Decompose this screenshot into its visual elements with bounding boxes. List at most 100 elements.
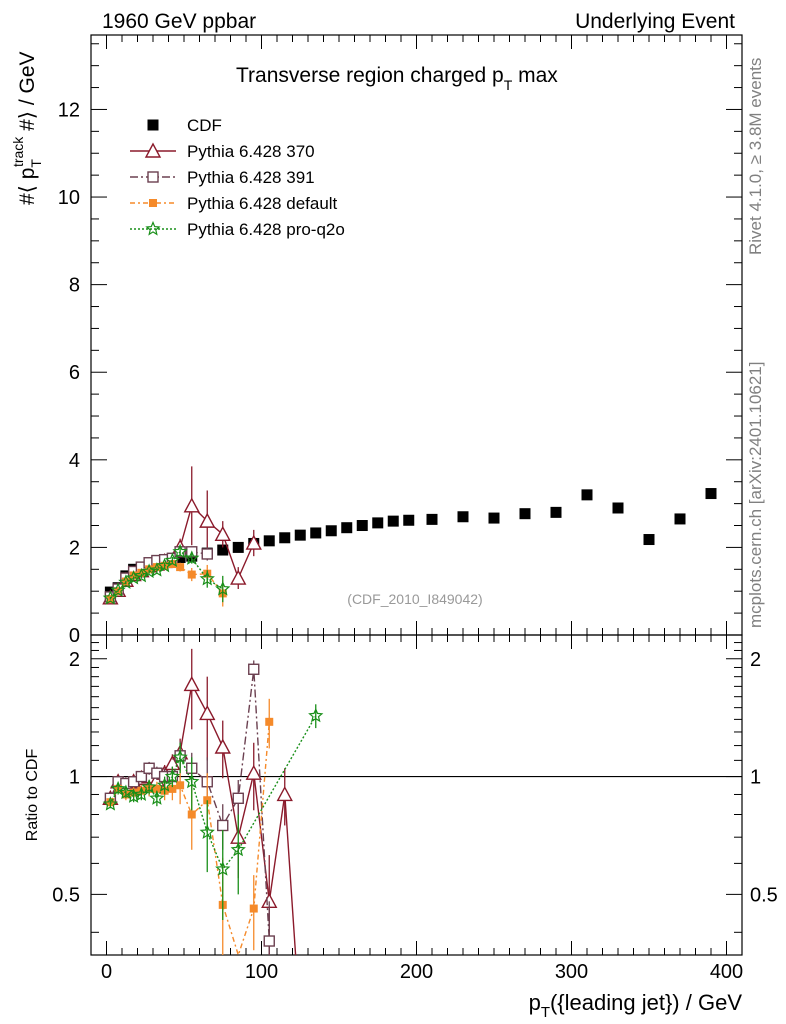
- ratio-point: [152, 784, 161, 793]
- x-axis-label: pT({leading jet}) / GeV: [529, 990, 743, 1021]
- data-point: [325, 525, 337, 537]
- ratio-point: [156, 777, 173, 792]
- ratio-point: [118, 784, 134, 800]
- ratio-point: [245, 764, 262, 780]
- data-point: [137, 568, 146, 577]
- data-point: [199, 512, 216, 528]
- ratio-point: [135, 770, 148, 783]
- y-tick-label: 2: [69, 537, 80, 559]
- legend-label: Pythia 6.428 pro-q2o: [187, 220, 345, 239]
- ratio-tick-label-right: 1: [750, 767, 761, 789]
- ratio-y-axis-label: Ratio to CDF: [24, 749, 41, 842]
- energy-label: 1960 GeV ppbar: [102, 10, 256, 33]
- ratio-point: [172, 749, 188, 764]
- main-data: [102, 466, 717, 607]
- series-0: [104, 488, 717, 598]
- data-point: [372, 517, 384, 529]
- data-point: [172, 543, 188, 559]
- ratio-point: [249, 904, 258, 913]
- data-point: [152, 563, 161, 572]
- y-tick-label: 12: [58, 99, 80, 121]
- ratio-point: [215, 861, 231, 876]
- ratio-point: [110, 780, 126, 796]
- ratio-series-0: [102, 648, 297, 956]
- data-point: [643, 534, 655, 546]
- ratio-point: [183, 675, 200, 692]
- legend-label: CDF: [187, 116, 222, 135]
- data-point: [294, 529, 306, 541]
- data-point: [519, 508, 531, 520]
- ratio-data: [102, 648, 324, 958]
- ratio-point: [230, 841, 246, 857]
- data-point: [310, 527, 322, 539]
- data-point: [403, 514, 415, 526]
- data-point: [102, 590, 119, 605]
- x-tick-label: 300: [555, 961, 588, 983]
- data-point: [183, 497, 200, 513]
- data-point: [279, 532, 291, 544]
- data-point: [387, 515, 399, 527]
- mcplots-label: mcplots.cern.ch [arXiv:2401.10621]: [746, 362, 765, 628]
- data-point: [426, 513, 438, 525]
- data-point: [184, 550, 200, 565]
- analysis-tag: (CDF_2010_I849042): [347, 591, 482, 607]
- ratio-tick-label: 1: [69, 767, 80, 789]
- data-point: [199, 570, 215, 586]
- y-tick-label: 4: [69, 450, 80, 472]
- ratio-tick-label-right: 0.5: [750, 884, 778, 906]
- ratio-point: [125, 788, 142, 803]
- legend-label: Pythia 6.428 default: [187, 194, 338, 213]
- ratio-tick-label-right: 2: [750, 649, 761, 671]
- ratio-point: [308, 707, 324, 723]
- data-point: [129, 571, 138, 580]
- legend-marker: [147, 171, 159, 183]
- data-point: [550, 506, 562, 518]
- legend-marker: [147, 119, 159, 131]
- data-point: [245, 534, 262, 550]
- series-4: [102, 543, 231, 605]
- y-axis-label: #⟨ pTtrack #⟩ / GeV: [10, 51, 44, 205]
- y-tick-label: 8: [69, 275, 80, 297]
- ratio-point: [141, 779, 157, 794]
- y-tick-label: 0: [69, 625, 80, 647]
- data-point: [488, 512, 500, 524]
- ratio-point: [248, 663, 260, 675]
- legend-marker: [145, 220, 161, 236]
- ratio-point: [199, 704, 216, 721]
- data-point: [214, 525, 231, 541]
- data-point: [232, 541, 244, 553]
- ratio-series-3: [102, 704, 324, 921]
- x-tick-label: 100: [245, 961, 278, 983]
- legend-marker: [149, 199, 157, 207]
- data-point: [341, 522, 353, 534]
- data-point: [141, 563, 157, 579]
- ratio-point: [232, 792, 244, 804]
- y-tick-label: 10: [58, 187, 80, 209]
- ratio-point: [276, 785, 293, 802]
- data-point: [705, 488, 717, 500]
- rivet-version-label: Rivet 4.1.0, ≥ 3.8M events: [746, 58, 765, 255]
- data-point: [263, 535, 275, 547]
- ratio-point: [102, 796, 119, 811]
- data-point: [164, 552, 181, 568]
- data-point: [356, 520, 368, 532]
- legend-label: Pythia 6.428 370: [187, 142, 315, 161]
- data-point: [581, 489, 593, 501]
- legend: CDF Pythia 6.428 370 Pythia 6.428 391 Pythi…: [130, 116, 345, 239]
- x-tick-label: 400: [710, 961, 743, 983]
- ratio-point: [164, 768, 181, 784]
- y-tick-label: 6: [69, 362, 80, 384]
- ratio-point: [199, 824, 215, 840]
- ratio-point: [168, 784, 177, 793]
- data-point: [176, 563, 185, 572]
- data-point: [201, 548, 213, 560]
- x-tick-label: 0: [101, 961, 112, 983]
- ratio-tick-label: 2: [69, 649, 80, 671]
- ratio-point: [149, 790, 165, 805]
- data-point: [674, 513, 686, 525]
- data-point: [217, 544, 229, 556]
- data-point: [215, 580, 231, 596]
- data-point: [187, 570, 196, 579]
